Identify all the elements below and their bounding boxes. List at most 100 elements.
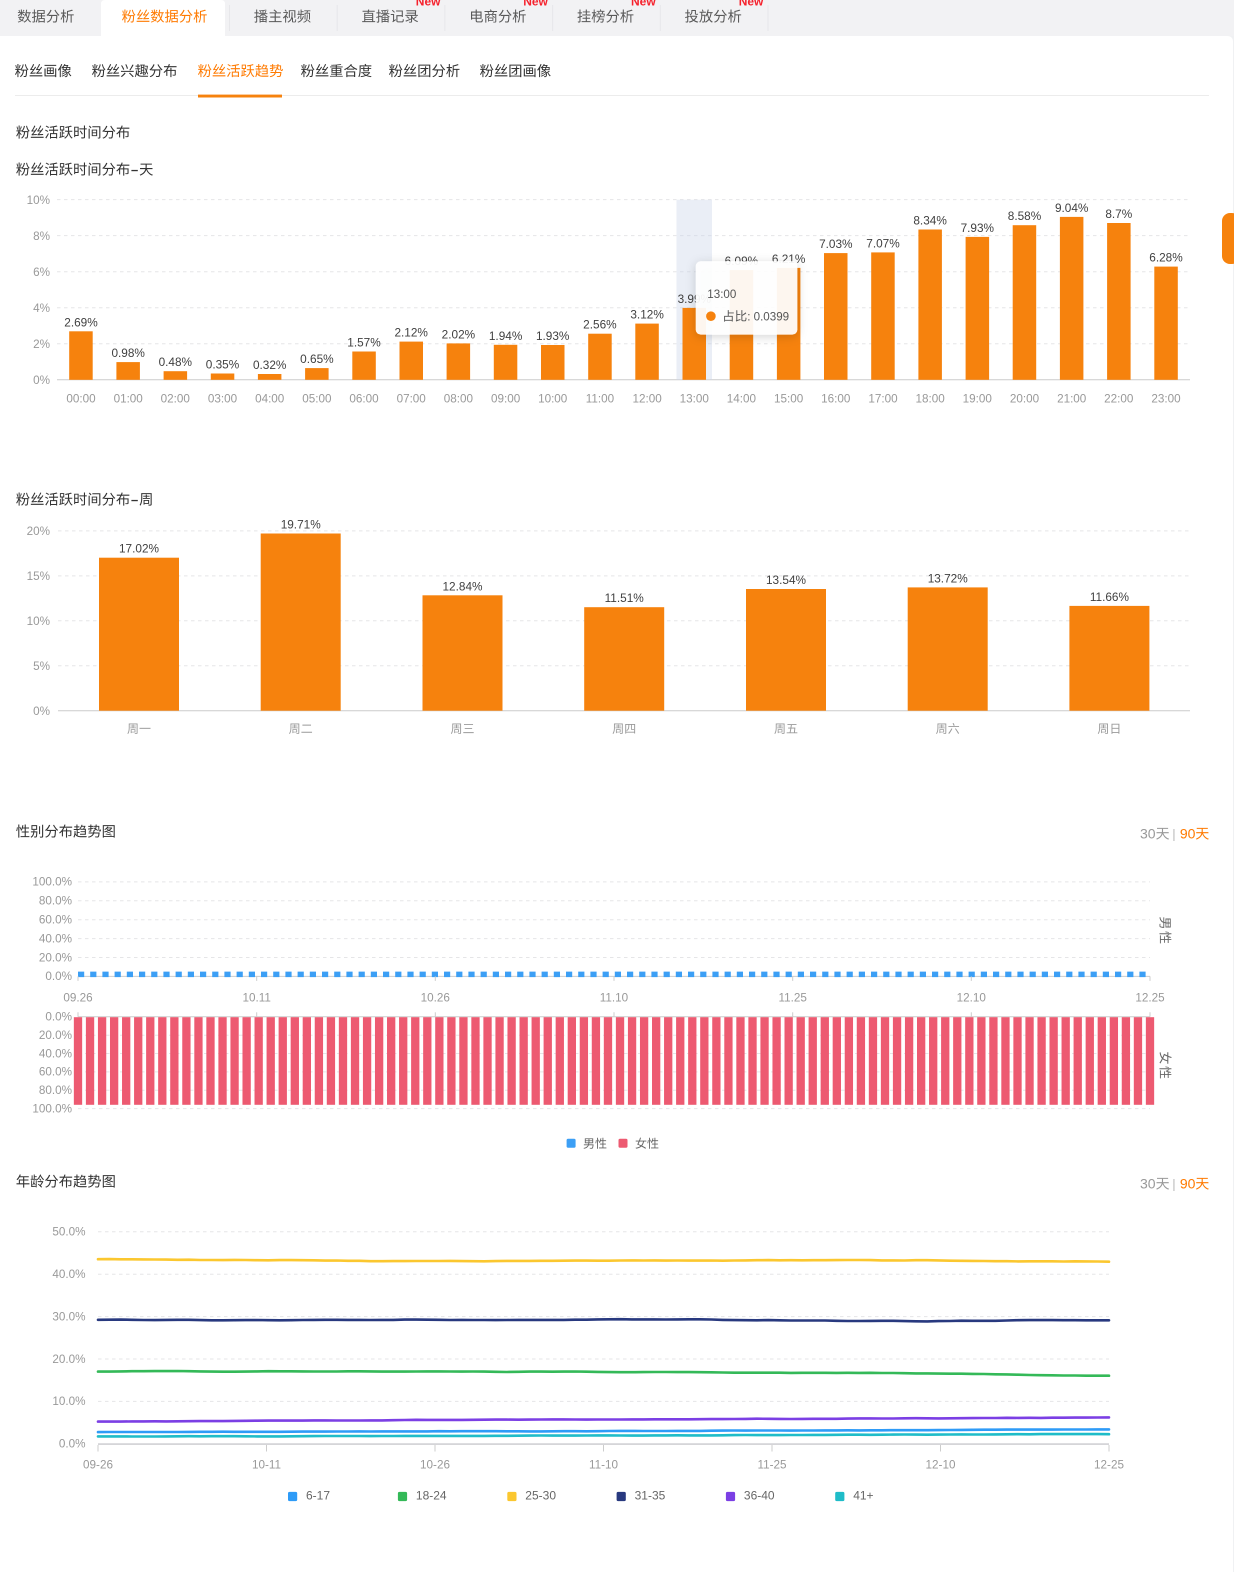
svg-text:13:00: 13:00 xyxy=(680,393,710,406)
svg-text:7.93%: 7.93% xyxy=(961,221,995,235)
svg-text:08:00: 08:00 xyxy=(444,393,474,406)
svg-text:15%: 15% xyxy=(27,570,50,583)
svg-text:10.0%: 10.0% xyxy=(52,1395,85,1408)
svg-text:11.25: 11.25 xyxy=(779,992,808,1005)
svg-text:11.51%: 11.51% xyxy=(605,591,645,605)
svg-text:6-17: 6-17 xyxy=(306,1489,330,1503)
svg-text:2.02%: 2.02% xyxy=(442,327,476,341)
svg-text:31-35: 31-35 xyxy=(635,1489,666,1503)
svg-text:2.56%: 2.56% xyxy=(583,318,617,332)
svg-text:41+: 41+ xyxy=(853,1489,873,1503)
svg-text:0.32%: 0.32% xyxy=(253,358,287,372)
svg-text:60.0%: 60.0% xyxy=(39,914,72,927)
svg-text:10:00: 10:00 xyxy=(538,393,568,406)
svg-text:7.03%: 7.03% xyxy=(819,237,853,251)
svg-text:00:00: 00:00 xyxy=(66,393,96,406)
svg-text:10%: 10% xyxy=(27,194,50,207)
svg-text:0.65%: 0.65% xyxy=(300,352,334,366)
svg-text:0.0%: 0.0% xyxy=(45,1011,72,1024)
svg-text:8.58%: 8.58% xyxy=(1008,209,1042,223)
svg-text:8.7%: 8.7% xyxy=(1105,207,1132,221)
svg-text:2%: 2% xyxy=(33,338,50,351)
svg-text:19:00: 19:00 xyxy=(963,393,993,406)
svg-text:New: New xyxy=(739,0,764,9)
svg-text:0%: 0% xyxy=(33,705,50,718)
svg-text:7.07%: 7.07% xyxy=(866,236,900,250)
svg-text:6.28%: 6.28% xyxy=(1149,251,1183,265)
svg-text:100.0%: 100.0% xyxy=(32,876,72,889)
svg-text:New: New xyxy=(631,0,656,9)
svg-text:1.57%: 1.57% xyxy=(347,336,381,350)
svg-text:18:00: 18:00 xyxy=(915,393,945,406)
svg-text:40.0%: 40.0% xyxy=(39,932,72,945)
svg-text:6%: 6% xyxy=(33,266,50,279)
svg-text:17:00: 17:00 xyxy=(868,393,898,406)
svg-text:15:00: 15:00 xyxy=(774,393,804,406)
svg-text:: 0.0399: : 0.0399 xyxy=(747,311,789,324)
svg-text:19.71%: 19.71% xyxy=(281,518,322,532)
svg-text:4%: 4% xyxy=(33,302,50,315)
svg-text:11.66%: 11.66% xyxy=(1090,590,1130,604)
svg-text:20.0%: 20.0% xyxy=(52,1353,85,1366)
svg-text:20.0%: 20.0% xyxy=(39,1029,72,1042)
svg-text:1.94%: 1.94% xyxy=(489,329,523,343)
svg-text:14:00: 14:00 xyxy=(727,393,757,406)
svg-text:90: 90 xyxy=(1180,826,1196,842)
svg-text:30: 30 xyxy=(1140,826,1156,842)
svg-text:5%: 5% xyxy=(33,660,50,673)
svg-text:9.04%: 9.04% xyxy=(1055,201,1089,215)
svg-text:|: | xyxy=(1172,827,1175,842)
svg-text:12.84%: 12.84% xyxy=(442,579,483,593)
svg-text:0.0%: 0.0% xyxy=(45,970,72,983)
svg-text:18-24: 18-24 xyxy=(416,1489,447,1503)
svg-text:0.0%: 0.0% xyxy=(59,1438,86,1451)
svg-text:11:00: 11:00 xyxy=(586,393,615,406)
svg-text:50.0%: 50.0% xyxy=(52,1226,85,1239)
svg-text:0.35%: 0.35% xyxy=(206,358,240,372)
svg-text:04:00: 04:00 xyxy=(255,393,285,406)
svg-text:01:00: 01:00 xyxy=(114,393,144,406)
svg-text:8%: 8% xyxy=(33,230,50,243)
svg-text:12-25: 12-25 xyxy=(1094,1459,1124,1472)
svg-text:09.26: 09.26 xyxy=(63,992,92,1005)
svg-text:13.54%: 13.54% xyxy=(766,573,807,587)
svg-text:16:00: 16:00 xyxy=(821,393,851,406)
svg-text:0.48%: 0.48% xyxy=(159,355,193,369)
svg-text:22:00: 22:00 xyxy=(1104,393,1134,406)
svg-text:0%: 0% xyxy=(33,374,50,387)
svg-text:25-30: 25-30 xyxy=(525,1489,556,1503)
svg-text:80.0%: 80.0% xyxy=(39,895,72,908)
svg-text:10.11: 10.11 xyxy=(243,992,271,1005)
svg-text:13:00: 13:00 xyxy=(707,288,736,301)
svg-text:1.93%: 1.93% xyxy=(536,329,570,343)
svg-text:10-26: 10-26 xyxy=(420,1459,450,1472)
svg-text:10.26: 10.26 xyxy=(421,992,450,1005)
svg-text:New: New xyxy=(416,0,441,9)
svg-text:36-40: 36-40 xyxy=(744,1489,775,1503)
svg-text:2.69%: 2.69% xyxy=(64,315,98,329)
svg-text:40.0%: 40.0% xyxy=(39,1047,72,1060)
svg-text:40.0%: 40.0% xyxy=(52,1268,85,1281)
svg-text:2.12%: 2.12% xyxy=(394,326,428,340)
svg-text:New: New xyxy=(523,0,548,9)
svg-text:0.98%: 0.98% xyxy=(111,346,145,360)
svg-text:02:00: 02:00 xyxy=(161,393,191,406)
svg-text:03:00: 03:00 xyxy=(208,393,238,406)
svg-text:11.10: 11.10 xyxy=(600,992,629,1005)
svg-text:07:00: 07:00 xyxy=(397,393,427,406)
svg-text:80.0%: 80.0% xyxy=(39,1084,72,1097)
svg-text:21:00: 21:00 xyxy=(1057,393,1087,406)
svg-text:12:00: 12:00 xyxy=(632,393,662,406)
svg-text:20%: 20% xyxy=(27,525,50,538)
svg-text:10%: 10% xyxy=(27,615,50,628)
svg-text:|: | xyxy=(1172,1177,1175,1192)
svg-text:06:00: 06:00 xyxy=(349,393,379,406)
svg-text:09:00: 09:00 xyxy=(491,393,521,406)
svg-text:11-10: 11-10 xyxy=(589,1459,619,1472)
svg-text:10-11: 10-11 xyxy=(252,1459,281,1472)
svg-text:12.25: 12.25 xyxy=(1135,992,1165,1005)
svg-text:05:00: 05:00 xyxy=(302,393,332,406)
svg-text:09-26: 09-26 xyxy=(83,1459,113,1472)
svg-text:23:00: 23:00 xyxy=(1151,393,1181,406)
svg-text:100.0%: 100.0% xyxy=(32,1102,72,1115)
